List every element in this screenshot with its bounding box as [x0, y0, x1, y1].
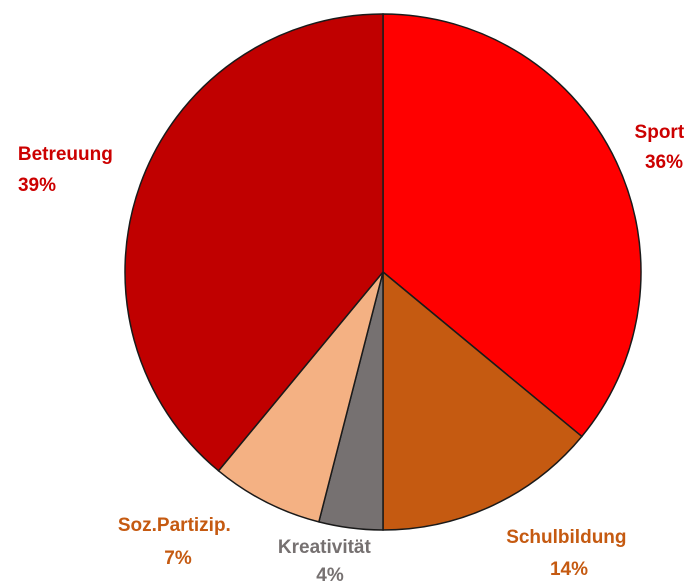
pie-labels: Sport 36% Schulbildung 14% Kreativität 4… [18, 122, 690, 583]
label-sport-pct: 36% [645, 152, 683, 173]
label-betreuung-name: Betreuung [18, 144, 113, 165]
label-betreuung-pct: 39% [18, 175, 56, 196]
label-sport: Sport 36% [635, 122, 690, 173]
pie-slices [124, 13, 642, 531]
label-kreativitaet-name: Kreativität [278, 537, 372, 558]
label-schulbildung-pct: 14% [550, 559, 588, 580]
pie-slice-sport [382, 13, 642, 438]
label-soz-partizip: Soz.Partizip. 7% [118, 515, 236, 569]
label-kreativitaet: Kreativität 4% [278, 537, 376, 583]
label-soz-partizip-name: Soz.Partizip. [118, 515, 231, 536]
label-schulbildung-name: Schulbildung [506, 527, 626, 548]
label-betreuung: Betreuung 39% [18, 144, 118, 196]
pie-slice-betreuung [124, 13, 384, 472]
label-schulbildung: Schulbildung 14% [506, 527, 632, 580]
label-kreativitaet-pct: 4% [316, 565, 344, 583]
pie-slice-soz-partizip [217, 271, 384, 523]
pie-slice-schulbildung [382, 270, 583, 531]
label-sport-name: Sport [635, 122, 685, 143]
label-soz-partizip-pct: 7% [164, 548, 192, 569]
